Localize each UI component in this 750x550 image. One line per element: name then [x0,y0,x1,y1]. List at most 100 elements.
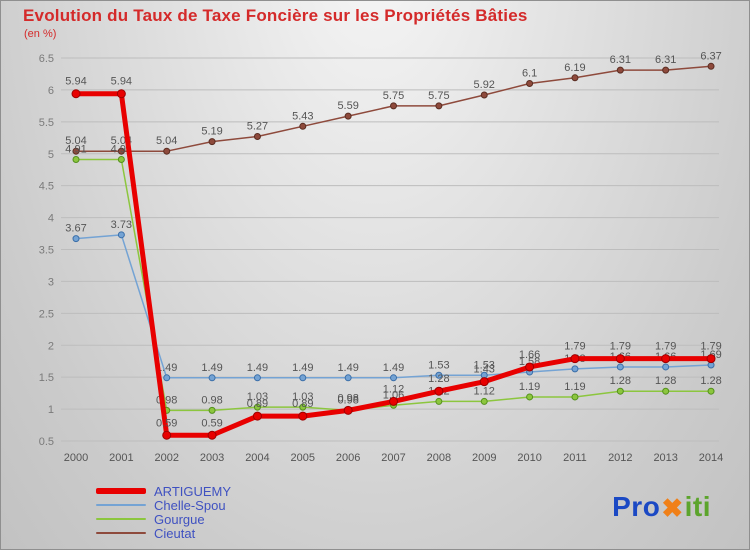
data-point-chelle-spou [72,235,80,243]
legend-label-artiguemy: ARTIGUEMY [154,483,232,499]
x-tick-label: 2007 [381,452,405,464]
proxiti-logo: Pro✖iti [612,491,711,523]
data-point-cieutat [526,80,534,88]
data-point-label-chelle-spou: 3.67 [65,223,86,235]
data-point-label-cieutat: 5.59 [337,100,358,112]
data-point-chelle-spou [571,365,579,373]
data-point-artiguemy [570,354,580,364]
y-tick-label: 1 [48,404,54,416]
legend-line-sample-chelle-spou [96,504,146,506]
y-tick-label: 6.5 [39,53,54,65]
data-point-gourgue [253,403,261,411]
legend-label-chelle-spou: Chelle-Spou [154,497,226,513]
y-tick-label: 3.5 [39,245,54,257]
x-tick-label: 2008 [427,452,451,464]
data-point-gourgue [208,406,216,414]
data-point-label-cieutat: 6.31 [610,54,631,66]
x-tick-label: 2013 [653,452,677,464]
y-tick-label: 4 [48,213,54,225]
y-tick-label: 2.5 [39,308,54,320]
data-point-artiguemy [298,411,308,421]
data-point-label-cieutat: 6.31 [655,54,676,66]
data-point-chelle-spou [344,374,352,382]
data-point-label-chelle-spou: 3.73 [111,219,132,231]
data-point-label-cieutat: 5.75 [383,90,404,102]
data-point-gourgue [662,387,670,395]
legend-item-chelle-spou: Chelle-Spou [96,498,231,512]
data-point-cieutat [208,138,216,146]
data-point-artiguemy [661,354,671,364]
x-tick-label: 2011 [563,452,587,464]
data-point-label-artiguemy: 0.89 [247,398,268,410]
legend-item-artiguemy: ARTIGUEMY [96,484,231,498]
data-point-label-chelle-spou: 1.53 [428,359,449,371]
data-point-chelle-spou [616,363,624,371]
data-point-label-cieutat: 5.04 [65,135,86,147]
data-point-label-gourgue: 4.91 [65,143,86,155]
data-point-chelle-spou [208,374,216,382]
data-point-label-artiguemy: 1.43 [474,364,495,376]
data-point-label-cieutat: 5.92 [474,79,495,91]
data-point-label-chelle-spou: 1.49 [337,362,358,374]
x-tick-label: 2000 [64,452,88,464]
legend-item-gourgue: Gourgue [96,512,231,526]
legend-label-cieutat: Cieutat [154,525,196,541]
chart-subtitle: (en %) [24,28,57,40]
y-tick-label: 4.5 [39,181,54,193]
data-point-label-chelle-spou: 1.49 [156,362,177,374]
data-point-gourgue [72,155,80,163]
data-point-chelle-spou [435,371,443,379]
data-point-label-gourgue: 1.03 [247,391,268,403]
y-tick-label: 6 [48,85,54,97]
y-tick-label: 1.5 [39,372,54,384]
data-point-label-chelle-spou: 1.49 [247,362,268,374]
data-point-label-artiguemy: 1.79 [564,341,585,353]
data-point-label-gourgue: 1.28 [610,375,631,387]
data-point-artiguemy [479,377,489,387]
x-tick-label: 2014 [699,452,723,464]
y-tick-label: 0.5 [39,436,54,448]
data-point-cieutat [571,74,579,82]
data-point-gourgue [526,393,534,401]
data-point-artiguemy [343,405,353,415]
data-point-label-artiguemy: 1.79 [610,341,631,353]
x-tick-label: 2006 [336,452,360,464]
data-point-label-chelle-spou: 1.53 [474,359,495,371]
data-point-label-gourgue: 0.98 [337,394,358,406]
data-point-label-artiguemy: 0.98 [337,392,358,404]
legend-line-sample-artiguemy [96,488,146,494]
data-point-label-cieutat: 6.19 [564,62,585,74]
data-point-label-cieutat: 5.04 [156,135,177,147]
data-point-artiguemy [71,89,81,99]
data-point-gourgue [117,155,125,163]
y-tick-label: 5 [48,149,54,161]
data-point-label-cieutat: 6.1 [522,68,537,80]
data-point-label-artiguemy: 1.79 [700,341,721,353]
logo-text-iti: iti [684,491,711,522]
data-point-label-artiguemy: 0.59 [156,417,177,429]
data-point-label-artiguemy: 5.94 [65,76,86,88]
data-point-label-cieutat: 6.37 [700,50,721,62]
data-point-label-gourgue: 0.98 [201,394,222,406]
data-point-chelle-spou [662,363,670,371]
data-point-gourgue [571,393,579,401]
data-point-artiguemy [434,386,444,396]
data-point-label-cieutat: 5.75 [428,90,449,102]
data-point-artiguemy [252,411,262,421]
data-point-label-gourgue: 1.28 [655,375,676,387]
data-point-cieutat [616,66,624,74]
data-point-label-artiguemy: 5.94 [111,76,132,88]
data-point-cieutat [253,133,261,141]
data-point-label-artiguemy: 1.79 [655,341,676,353]
data-point-label-gourgue: 1.19 [564,381,585,393]
data-point-label-gourgue: 1.12 [474,385,495,397]
data-point-label-gourgue: 1.28 [700,375,721,387]
data-point-gourgue [707,387,715,395]
x-tick-label: 2005 [291,452,315,464]
data-point-gourgue [616,387,624,395]
x-tick-label: 2001 [109,452,133,464]
x-tick-label: 2003 [200,452,224,464]
data-point-artiguemy [162,430,172,440]
data-point-cieutat [117,147,125,155]
data-point-artiguemy [706,354,716,364]
